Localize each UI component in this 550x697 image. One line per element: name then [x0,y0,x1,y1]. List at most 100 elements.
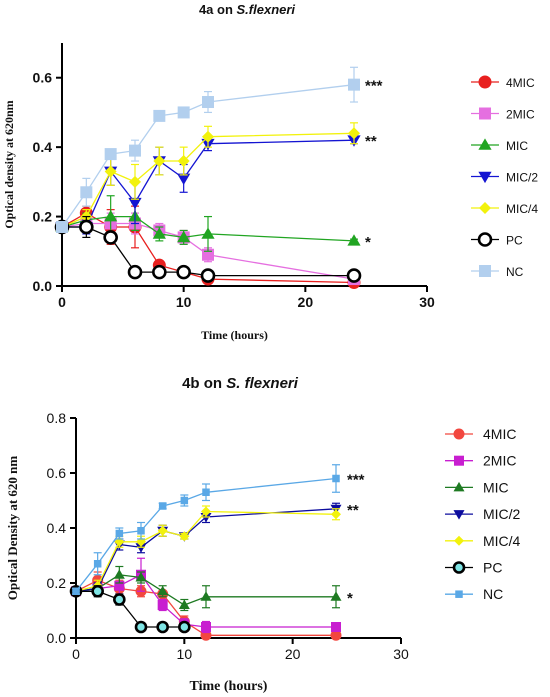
chart-2-series-mic-point [179,600,190,610]
chart-2-series-pc-point [179,622,189,632]
chart-2-y-tick-label: 0.8 [47,410,67,426]
chart-1-legend-item: MIC [471,138,528,153]
chart-2-legend-item: NC [445,586,503,602]
chart-2-significance-label: * [347,590,353,607]
chart-2-x-tick-label: 10 [177,646,193,662]
chart-1-legend-item: 2MIC [471,108,535,122]
chart-1-x-tick-label: 0 [58,294,66,310]
chart-2-series-mic [71,567,342,611]
chart-2-series-nc-point [94,560,102,568]
chart-2-series-nc-point [332,475,340,483]
chart-2-significance-label: *** [347,472,365,489]
chart-1-series-mic-point [347,234,360,245]
chart-1-x-tick-label: 20 [298,294,314,310]
chart-1-legend-item: PC [471,234,523,248]
chart-1-legend-label: MIC/4 [506,202,538,216]
chart-1-legend-label: NC [506,265,524,279]
chart-1-y-tick-label: 0.6 [33,70,53,86]
chart-2-legend-marker [454,482,465,492]
chart-1-x-tick-label: 30 [419,294,435,310]
chart-2-x-tick-label: 20 [285,646,301,662]
chart-2-series-nc-point [202,489,210,497]
chart-2-legend-item: MIC/2 [445,506,521,522]
chart-2-title-prefix: 4b on [182,375,226,392]
chart-2-series-pc-point [136,622,146,632]
chart-2-legend-item: PC [445,560,502,576]
chart-1-series-mic-point [201,227,214,238]
chart-1-legend-label: MIC/2 [506,171,538,185]
chart-1-title-species: S.flexneri [237,2,296,17]
chart-2-legend-item: 2MIC [445,453,516,469]
chart-2-series-mic-4-point [331,509,341,519]
chart-1-legend-marker [479,265,491,277]
chart-1-legend-marker [478,172,491,183]
chart-1-legend-marker [479,202,491,214]
chart-1-legend-label: 4MIC [506,76,535,90]
chart-2-series-nc-point [72,588,80,596]
chart-2-series-2mic-point [158,600,168,610]
chart-1-y-tick-label: 0.4 [33,139,53,155]
chart-1-series-pc-point [178,266,190,278]
chart-1-y-label: Optical density at 620nm [2,100,16,228]
chart-1-series-nc-point [80,186,92,198]
chart-1: 4a on S.flexneri 0 10 20 30 0.0 0.2 0.4 0.6 Time … [2,2,538,342]
chart-2-legend-marker [454,429,464,439]
chart-1-title: 4a on S.flexneri [199,2,295,17]
chart-2-legend-label: PC [483,560,502,576]
chart-2-legend-marker [454,510,465,519]
chart-2-x-tick-label: 0 [72,646,80,662]
chart-2-series-nc-point [159,502,167,510]
chart-2-legend-marker [455,590,463,598]
chart-2-series-mic-point [331,591,342,601]
chart-1-title-prefix: 4a on [199,2,237,17]
chart-1-series-pc-point [105,231,117,243]
chart-2-y-tick-label: 0.4 [47,520,67,536]
chart-2-series-mic-point [201,591,212,601]
chart-1-series-nc-point [348,79,360,91]
chart-2-y-tick-label: 0.6 [47,465,67,481]
chart-1-series-pc-point [80,221,92,233]
chart-1-series-nc-point [153,110,165,122]
chart-1-legend-item: NC [471,265,524,279]
chart-1-legend-marker [479,234,491,246]
chart-1-series-nc-point [129,145,141,157]
chart-2-x-label: Time (hours) [190,679,268,694]
chart-1-y-tick-label: 0.2 [33,209,53,225]
chart-1-legend-marker [479,76,491,88]
chart-2: 4b on S. flexneri 0 10 20 30 0.0 0.2 0.4 0.6 0.8 T… [5,375,521,694]
chart-1-series-nc-point [105,148,117,160]
chart-1-series-pc-point [129,266,141,278]
chart-2-series-nc-point [181,497,189,505]
chart-2-y-tick-label: 0.2 [47,575,67,591]
chart-2-series-2mic-point [331,622,341,632]
chart-2-series-pc-point [114,595,124,605]
chart-2-significance-label: ** [347,502,359,519]
chart-2-series-pc-point [158,622,168,632]
chart-1-series-nc-point [56,221,68,233]
chart-2-legend-label: MIC [483,479,509,495]
chart-2-legend-marker [454,536,464,546]
chart-2-series-mic-point [114,569,125,579]
chart-2-x-tick-label: 30 [393,646,409,662]
chart-2-legend-marker [454,456,464,466]
chart-1-series-nc-point [178,106,190,118]
chart-1-series-nc-point [202,96,214,108]
chart-2-legend-marker [454,563,464,573]
chart-2-legend-label: 4MIC [483,426,516,442]
chart-1-legend-marker [478,138,491,149]
chart-1-significance-label: *** [365,78,383,95]
chart-1-legend-item: 4MIC [471,76,535,90]
chart-2-legend-item: MIC/4 [445,533,521,549]
chart-1-legend-label: MIC [506,139,528,153]
chart-1-legend-item: MIC/2 [471,171,538,185]
chart-2-series-mic-4-line [76,512,336,592]
chart-2-title: 4b on S. flexneri [182,375,299,392]
chart-2-series-nc-point [137,527,145,535]
chart-1-significance-label: ** [365,133,377,150]
chart-1-legend-item: MIC/4 [471,202,538,216]
chart-2-series-pc-point [93,586,103,596]
chart-1-legend-label: PC [506,234,523,248]
chart-1-series-pc-point [202,270,214,282]
chart-2-title-species: S. flexneri [226,375,299,392]
